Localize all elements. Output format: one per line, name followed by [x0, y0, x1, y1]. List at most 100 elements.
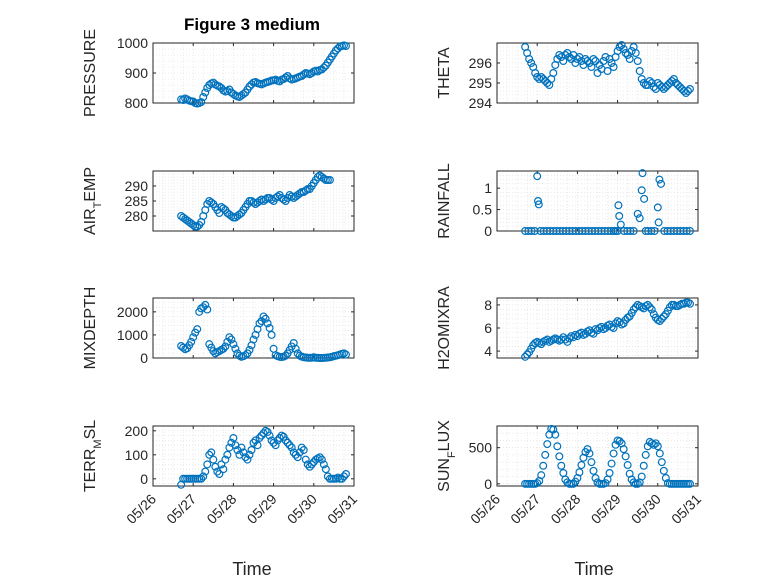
data-point: [263, 319, 272, 328]
data-point: [609, 324, 618, 333]
data-point: [245, 450, 254, 459]
data-point: [667, 76, 676, 85]
data-point: [591, 474, 600, 483]
subplot-5: 0 1000 2000 MIXDEPTH: [82, 287, 355, 370]
data-point: [299, 446, 308, 455]
data-point: [583, 445, 592, 454]
data-point: [219, 465, 228, 474]
data-point: [223, 450, 232, 459]
y-axis-label: PRESSURE: [82, 29, 99, 117]
data-point: [531, 68, 540, 77]
y-axis-label: MIXDEPTH: [82, 287, 99, 370]
data-point: [639, 461, 648, 470]
data-point: [631, 48, 640, 57]
data-point: [663, 80, 672, 89]
data-point: [619, 445, 628, 454]
data-point: [657, 179, 666, 188]
data-point: [217, 460, 226, 469]
data-point: [273, 436, 282, 445]
data-point: [577, 56, 586, 65]
data-point: [659, 466, 668, 475]
data-point: [603, 227, 612, 236]
y-axis-label: THETA: [436, 47, 453, 99]
data-point: [201, 467, 210, 476]
data-point: [569, 479, 578, 488]
data-point: [317, 455, 326, 464]
y-axis-label: AIRTEMP: [82, 167, 104, 235]
y-tick-label: 0: [140, 471, 148, 487]
axes-box: [496, 170, 699, 232]
data-point: [325, 176, 334, 185]
data-point: [629, 478, 638, 487]
data-point: [229, 434, 238, 443]
figure-title: Figure 3 medium: [184, 15, 320, 34]
data-point: [567, 54, 576, 63]
data-point: [581, 54, 590, 63]
data-point: [269, 438, 278, 447]
data-point: [631, 303, 640, 312]
data-point: [527, 58, 536, 67]
data-point: [315, 453, 324, 462]
data-point: [585, 449, 594, 458]
data-point: [619, 44, 628, 53]
data-point: [655, 317, 664, 326]
data-point: [539, 74, 548, 83]
data-point: [553, 442, 562, 451]
y-tick-label: 1000: [117, 327, 148, 343]
data-point: [229, 340, 238, 349]
data-point: [647, 227, 656, 236]
data-point: [637, 186, 646, 195]
data-point: [537, 471, 546, 480]
data-point: [227, 335, 236, 344]
data-point: [275, 77, 284, 86]
data-point: [291, 450, 300, 459]
x-tick-label: 05/27: [507, 491, 543, 527]
x-tick-label: 05/29: [588, 491, 624, 527]
data-point: [249, 335, 258, 344]
data-point: [601, 52, 610, 61]
data-point: [319, 63, 328, 72]
data-point: [655, 449, 664, 458]
data-point: [307, 460, 316, 469]
data-point: [673, 80, 682, 89]
data-point: [247, 80, 256, 89]
y-tick-label: 6: [484, 320, 492, 336]
data-point: [197, 98, 206, 107]
data-point: [549, 425, 558, 434]
data-point: [341, 41, 350, 50]
data-point: [239, 89, 248, 98]
data-point: [633, 209, 642, 218]
y-tick-label: 280: [125, 208, 149, 224]
subplot-4: 0 0.5 1 RAINFALL: [436, 163, 699, 239]
data-point: [207, 448, 216, 457]
x-tick-label: 05/29: [244, 491, 280, 527]
x-tick-label: 05/26: [123, 491, 159, 527]
data-point: [609, 62, 618, 71]
data-point: [607, 459, 616, 468]
data-point: [245, 345, 254, 354]
data-point: [603, 66, 612, 75]
data-point: [614, 201, 623, 210]
data-point: [577, 328, 586, 337]
data-point: [179, 95, 188, 104]
data-point: [530, 227, 539, 236]
y-tick-label: 295: [469, 75, 493, 91]
data-point: [685, 299, 694, 308]
data-point: [615, 437, 624, 446]
data-point: [215, 470, 224, 479]
subplot-7: 0 100 200 05/26 05/27 05/28 05/29 05/30 05/31 TER…: [82, 420, 360, 527]
data-point: [643, 300, 652, 309]
data-point: [305, 462, 314, 471]
data-point: [261, 314, 270, 323]
data-point: [661, 474, 670, 483]
x-tick-label: 05/28: [547, 491, 583, 527]
x-tick-label: 05/30: [284, 491, 320, 527]
data-point: [341, 470, 350, 479]
data-point: [573, 54, 582, 63]
data-point: [255, 434, 264, 443]
data-point: [199, 92, 208, 101]
data-point: [561, 335, 570, 344]
data-point: [647, 78, 656, 87]
data-point: [209, 347, 218, 356]
data-point: [685, 84, 694, 93]
